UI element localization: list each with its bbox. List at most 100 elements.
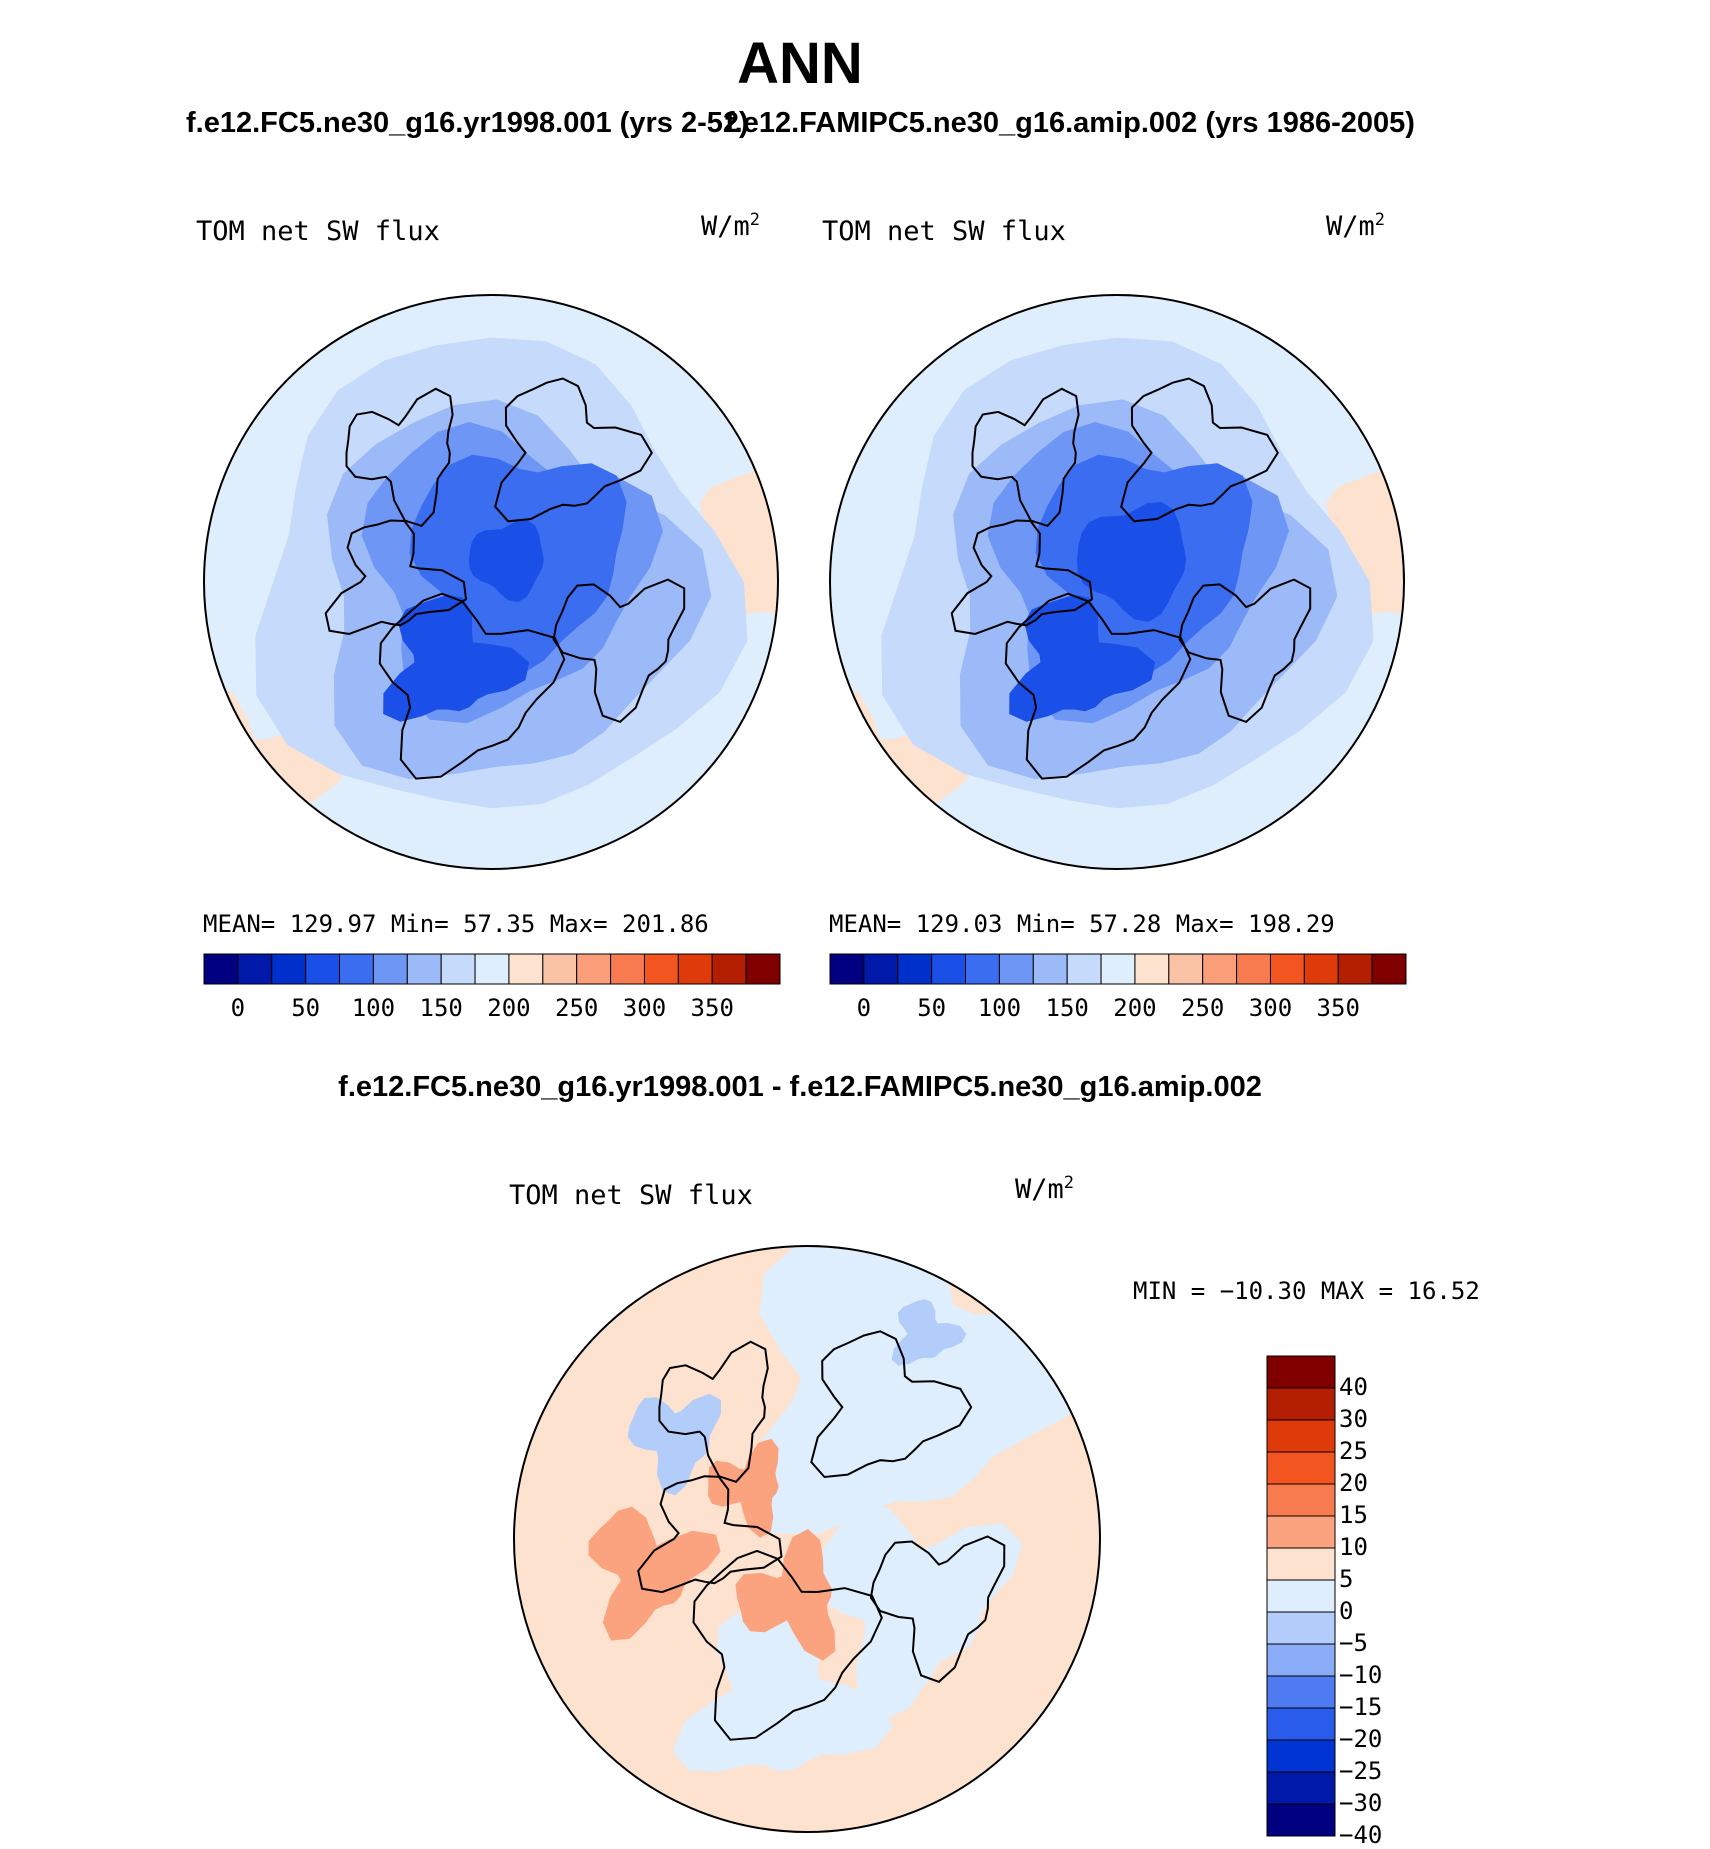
colorbar-tick-label: 50 (291, 994, 321, 1022)
panel1-map-boundary (203, 294, 779, 870)
colorbar-tick-label: 350 (1316, 994, 1360, 1022)
diff-colorbar (1266, 1355, 1336, 1837)
panel1-coastline (345, 387, 454, 528)
colorbar-tick-label: 0 (230, 994, 246, 1022)
colorbar-swatch (440, 953, 476, 985)
colorbar-tick-label: −25 (1339, 1757, 1383, 1785)
colorbar-tick-label: 0 (1339, 1597, 1354, 1625)
diff-coastline (869, 1535, 1006, 1683)
colorbar-swatch (1100, 953, 1136, 985)
colorbar-tick-label: 50 (917, 994, 947, 1022)
colorbar-swatch (1266, 1739, 1336, 1773)
panel1-coastline (324, 519, 468, 636)
colorbar-swatch (897, 953, 933, 985)
colorbar-tick-label: 350 (690, 994, 734, 1022)
colorbar-swatch (576, 953, 612, 985)
colorbar-tick-label: 30 (1339, 1405, 1368, 1433)
colorbar-swatch (998, 953, 1034, 985)
colorbar-swatch (829, 953, 865, 985)
colorbar-swatch (1303, 953, 1339, 985)
colorbar-tick-label: 300 (622, 994, 667, 1022)
colorbar-tick-label: −30 (1339, 1789, 1383, 1817)
panel1-variable-label: TOM net SW flux (196, 216, 440, 247)
panel2-contour-region (1009, 594, 1156, 722)
diff-units: W/m2 (1015, 1173, 1075, 1205)
panel-title-test: f.e12.FC5.ne30_g16.yr1998.001 (yrs 2-52) (186, 107, 749, 139)
colorbar-tick-label: 10 (1339, 1533, 1368, 1561)
panel2-coastline (1178, 578, 1312, 724)
colorbar-swatch (1266, 1643, 1336, 1677)
panel2-contour-region (1077, 502, 1186, 622)
colorbar-swatch (1266, 1483, 1336, 1517)
panel2-variable-label: TOM net SW flux (822, 216, 1066, 247)
colorbar-tick-label: 200 (487, 994, 531, 1022)
colorbar-swatch (711, 953, 747, 985)
colorbar-swatch (1337, 953, 1373, 985)
colorbar-swatch (542, 953, 578, 985)
diff-coastline (692, 1549, 883, 1741)
colorbar-tick-label: 300 (1248, 994, 1293, 1022)
colorbar-swatch (1168, 953, 1204, 985)
colorbar-swatch (1266, 1419, 1336, 1453)
colorbar-swatch (863, 953, 899, 985)
colorbar-tick-label: 100 (977, 994, 1022, 1022)
diff-contour-region (891, 1299, 967, 1366)
colorbar-swatch (1236, 953, 1271, 985)
diff-minmax: MIN = −10.30 MAX = 16.52 (1133, 1277, 1480, 1305)
diff-contour-region (809, 1503, 1023, 1722)
colorbar-tick-label: 20 (1339, 1469, 1368, 1497)
colorbar-swatch (1266, 1611, 1336, 1645)
colorbar-swatch (1269, 953, 1305, 985)
diff-contour-region (745, 1246, 1095, 1534)
colorbar-swatch (1266, 1771, 1336, 1805)
colorbar-tick-label: −20 (1339, 1725, 1383, 1753)
panel2-stats: MEAN= 129.03 Min= 57.28 Max= 198.29 (829, 910, 1335, 938)
colorbar-swatch (1266, 1355, 1336, 1389)
colorbar-tick-label: 250 (1181, 994, 1225, 1022)
colorbar-swatch (339, 953, 374, 985)
colorbar-swatch (1266, 1675, 1336, 1709)
diff-contour-region (672, 1605, 893, 1772)
difference-title: f.e12.FC5.ne30_g16.yr1998.001 - f.e12.FA… (338, 1071, 1262, 1103)
colorbar-tick-label: 100 (351, 994, 396, 1022)
diff-variable-label: TOM net SW flux (509, 1180, 753, 1211)
panel1-contour-region (383, 594, 530, 722)
colorbar-swatch (1202, 953, 1238, 985)
diff-polar-map (513, 1245, 1101, 1833)
panel2-polar-map (829, 294, 1405, 870)
colorbar-swatch (1266, 1451, 1336, 1485)
panel2-coastline (950, 519, 1094, 636)
colorbar-swatch (1266, 1579, 1336, 1613)
colorbar-swatch (610, 953, 645, 985)
colorbar-tick-label: 40 (1339, 1373, 1368, 1401)
colorbar-tick-label: 0 (856, 994, 872, 1022)
colorbar-swatch (203, 953, 239, 985)
diff-contour-region (708, 1438, 779, 1538)
panel1-units: W/m2 (701, 210, 761, 242)
colorbar-tick-label: 250 (555, 994, 599, 1022)
diff-coastline (810, 1330, 973, 1479)
colorbar-swatch (1066, 953, 1102, 985)
colorbar-tick-label: 150 (419, 994, 463, 1022)
panel2-colorbar (829, 953, 1407, 985)
colorbar-swatch (237, 953, 273, 985)
panel2-coastline (1004, 592, 1192, 780)
panel1-stats: MEAN= 129.97 Min= 57.35 Max= 201.86 (203, 910, 709, 938)
colorbar-tick-label: 150 (1045, 994, 1089, 1022)
colorbar-swatch (372, 953, 408, 985)
colorbar-swatch (1266, 1707, 1336, 1741)
colorbar-swatch (1266, 1803, 1336, 1837)
colorbar-swatch (474, 953, 510, 985)
figure-title: ANN (737, 31, 863, 96)
colorbar-tick-label: 25 (1339, 1437, 1368, 1465)
panel2-units: W/m2 (1326, 210, 1386, 242)
colorbar-swatch (677, 953, 713, 985)
colorbar-swatch (1032, 953, 1068, 985)
colorbar-swatch (508, 953, 544, 985)
colorbar-swatch (406, 953, 442, 985)
panel-title-control: f.e12.FAMIPC5.ne30_g16.amip.002 (yrs 198… (725, 107, 1415, 139)
panel1-coastline (552, 578, 686, 724)
colorbar-tick-label: −15 (1339, 1693, 1383, 1721)
colorbar-swatch (1371, 953, 1407, 985)
colorbar-swatch (1266, 1547, 1336, 1581)
